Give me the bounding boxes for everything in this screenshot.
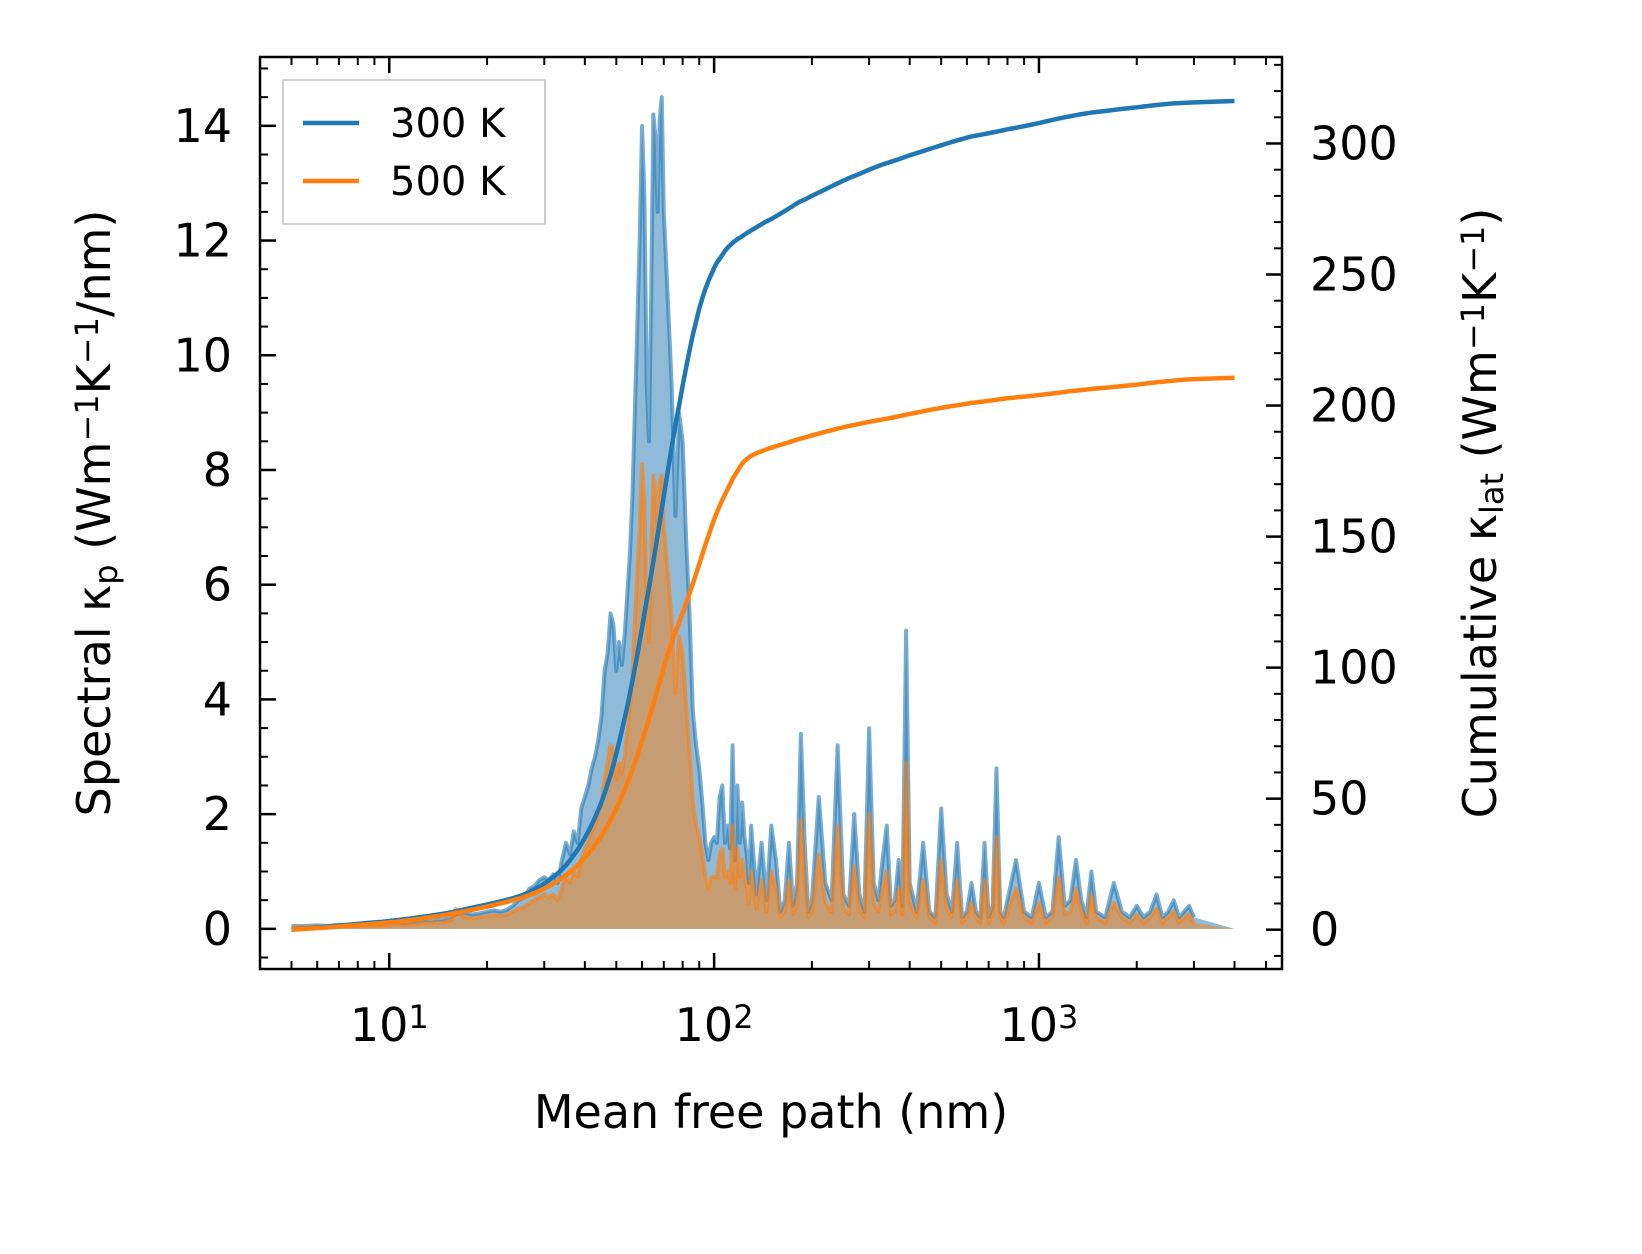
y-left-tick-label: 14 bbox=[173, 99, 232, 153]
x-tick-label-base: 10 bbox=[350, 998, 409, 1052]
right-y-axis-title-sub: lat bbox=[1473, 473, 1511, 514]
y-right-tick-label: 300 bbox=[1310, 116, 1398, 170]
x-axis-title: Mean free path (nm) bbox=[534, 1085, 1008, 1139]
x-tick-label: 102 bbox=[675, 998, 754, 1052]
y-left-tick-label: 4 bbox=[203, 672, 232, 726]
y-left-tick-label: 2 bbox=[203, 787, 232, 841]
left-y-axis-title-sub: p bbox=[87, 564, 125, 584]
y-right-tick-label: 250 bbox=[1310, 248, 1398, 302]
right-y-axis-title-pre: Cumulative κ bbox=[1453, 514, 1507, 818]
y-left-tick-label: 0 bbox=[203, 902, 232, 956]
left-y-axis-title-pre: Spectral κ bbox=[67, 585, 121, 817]
y-left-tick-label: 10 bbox=[173, 328, 232, 382]
y-left-tick-label: 8 bbox=[203, 443, 232, 497]
legend: 300 K 500 K bbox=[282, 79, 546, 225]
left-y-axis-title: Spectral κp (Wm−1K−1/nm) bbox=[67, 210, 125, 817]
spectral-outline-500K bbox=[291, 462, 1196, 930]
right-y-axis-title: Cumulative κlat (Wm−1K−1) bbox=[1453, 208, 1511, 819]
legend-label-500K: 500 K bbox=[390, 159, 507, 205]
right-y-axis-title-mid1: (Wm bbox=[1453, 350, 1507, 473]
left-y-axis-title-sup1: −1 bbox=[68, 394, 106, 441]
left-y-axis-title-mid1: (Wm bbox=[67, 442, 121, 565]
y-right-tick-label: 150 bbox=[1310, 510, 1398, 564]
y-right-tick-label: 200 bbox=[1310, 379, 1398, 433]
cumulative-line-500K bbox=[291, 375, 1235, 932]
legend-frame bbox=[282, 79, 546, 225]
left-y-axis-title-mid2: K bbox=[67, 362, 121, 394]
y-right-tick-label: 50 bbox=[1310, 772, 1369, 826]
x-tick-label-exponent: 1 bbox=[408, 998, 428, 1036]
x-tick-label-exponent: 2 bbox=[733, 998, 753, 1036]
y-left-tick-label: 12 bbox=[173, 214, 232, 268]
left-y-axis-title-post: /nm) bbox=[67, 210, 121, 317]
cumulative-line-300K bbox=[291, 98, 1235, 932]
plot-frame bbox=[258, 55, 1284, 971]
x-tick-label-base: 10 bbox=[675, 998, 734, 1052]
right-y-axis-title-mid2: K bbox=[1453, 271, 1507, 303]
right-y-axis-title-sup2: −1 bbox=[1454, 226, 1492, 273]
y-left-tick-label: 6 bbox=[203, 558, 232, 612]
x-tick-label-base: 10 bbox=[1000, 998, 1059, 1052]
legend-label-300K: 300 K bbox=[390, 101, 507, 147]
plot-area bbox=[291, 95, 1235, 932]
right-y-axis-title-sup1: −1 bbox=[1454, 303, 1492, 350]
y-right-tick-label: 0 bbox=[1310, 903, 1339, 957]
left-y-axis-title-sup2: −1 bbox=[68, 317, 106, 364]
x-tick-label: 101 bbox=[350, 998, 429, 1052]
right-y-axis-title-post: ) bbox=[1453, 208, 1507, 226]
y-right-tick-label: 100 bbox=[1310, 641, 1398, 695]
x-tick-label: 103 bbox=[1000, 998, 1079, 1052]
x-tick-label-exponent: 3 bbox=[1058, 998, 1078, 1036]
